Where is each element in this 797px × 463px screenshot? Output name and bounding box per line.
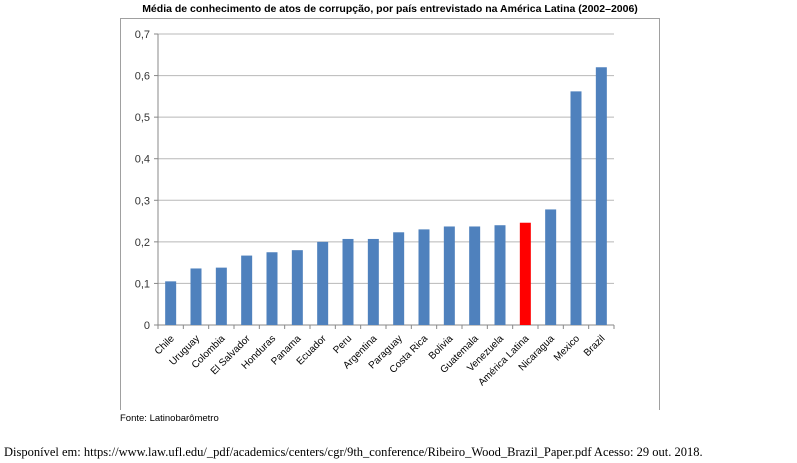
bar-honduras — [266, 252, 278, 325]
bar-argentina — [367, 238, 379, 325]
source-note: Fonte: Latinobarômetro — [120, 413, 219, 424]
y-tick-label: 0 — [144, 320, 150, 332]
x-tick-label: Brazil — [582, 333, 607, 358]
x-tick-label: Mexico — [552, 333, 582, 363]
y-tick-label: 0,2 — [135, 237, 150, 249]
availability-caption: Disponível em: https://www.law.ufl.edu/_… — [4, 445, 703, 459]
x-tick-label: Peru — [331, 333, 354, 356]
bar-panama — [291, 250, 303, 325]
bar-colombia — [215, 267, 227, 325]
bar-nicaragua — [545, 209, 557, 325]
y-tick-label: 0,3 — [135, 195, 150, 207]
bar-paraguay — [393, 232, 405, 325]
bar-costa-rica — [418, 229, 430, 325]
bar-peru — [342, 238, 354, 325]
bar-chile — [165, 281, 177, 325]
bar-guatemala — [469, 226, 481, 325]
bar-brazil — [595, 67, 607, 325]
chart-title: Média de conhecimento de atos de corrupç… — [142, 3, 638, 15]
y-tick-label: 0,1 — [135, 278, 150, 290]
bar-américa-latina — [519, 222, 531, 325]
bar-bolivia — [443, 226, 455, 325]
bar-el-salvador — [241, 255, 253, 325]
y-tick-label: 0,7 — [135, 29, 150, 41]
y-tick-label: 0,6 — [135, 71, 150, 83]
bar-uruguay — [190, 268, 202, 325]
y-tick-label: 0,4 — [135, 154, 150, 166]
bar-ecuador — [317, 241, 329, 325]
chart-frame — [120, 18, 660, 410]
bar-venezuela — [494, 225, 506, 325]
bar-mexico — [570, 91, 582, 326]
y-tick-label: 0,5 — [135, 112, 150, 124]
